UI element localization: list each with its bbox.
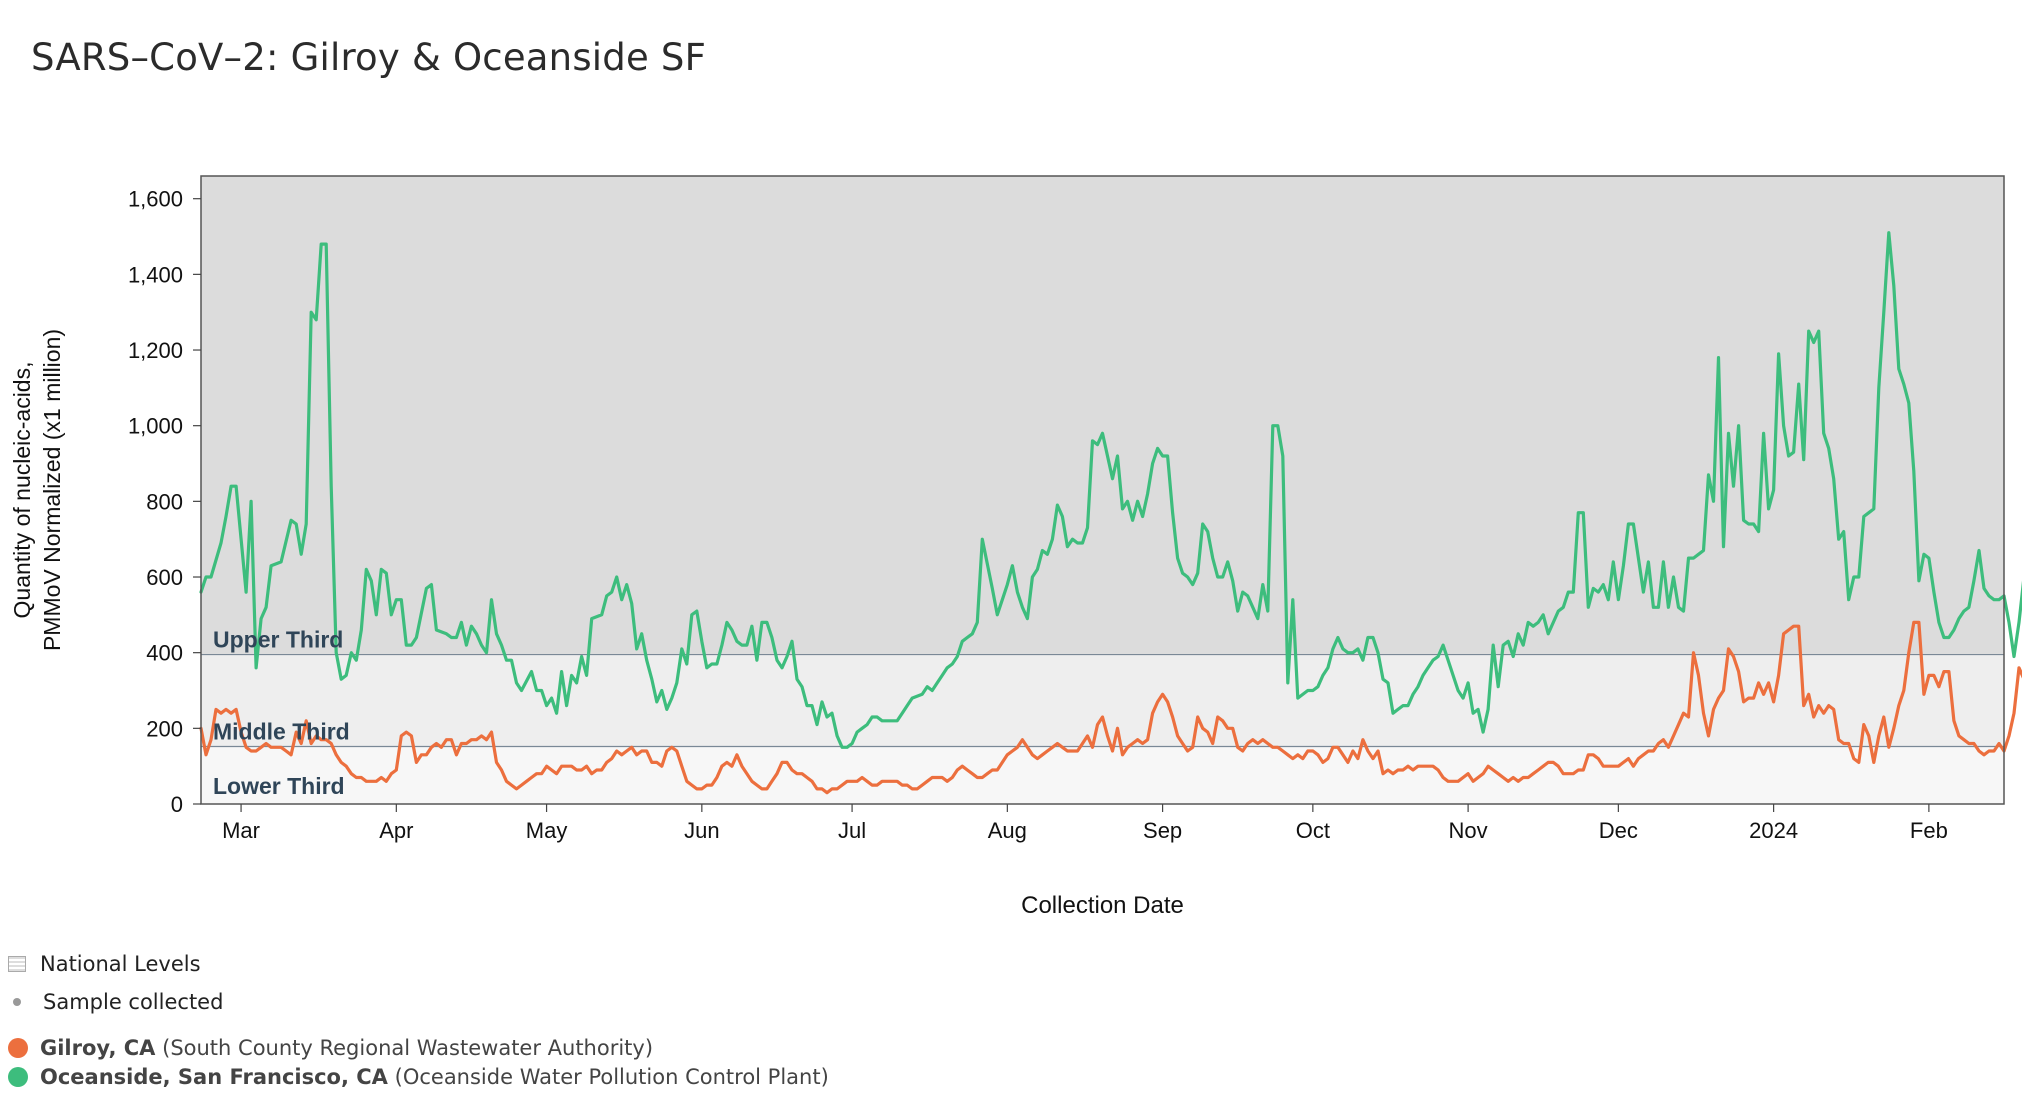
series-lines <box>199 231 2022 795</box>
chart-title: SARS–CoV–2: Gilroy & Oceanside SF <box>31 36 707 79</box>
grid-icon <box>8 956 26 972</box>
y-tick-label: 0 <box>171 792 183 817</box>
legend-national-levels[interactable]: National Levels <box>8 952 201 976</box>
y-axis-label-line: Quantity of nucleic-acids, <box>9 362 35 619</box>
band-label: Lower Third <box>213 773 345 799</box>
plot-frame <box>200 175 2005 805</box>
y-axis-label: Quantity of nucleic-acids, PMMoV Normaliz… <box>9 329 65 651</box>
x-tick-label: May <box>526 818 568 843</box>
legend-sample-collected-label: Sample collected <box>43 990 224 1014</box>
gilroy-color-icon <box>8 1038 28 1058</box>
band-middle-third <box>201 654 2004 747</box>
x-tick-label: Apr <box>379 818 413 843</box>
x-tick-label: Jun <box>684 818 719 843</box>
x-tick-label: Jul <box>838 818 866 843</box>
legend-site-desc: (Oceanside Water Pollution Control Plant… <box>394 1065 829 1089</box>
y-tick-label: 200 <box>146 716 183 741</box>
axis-labels: Collection Date Quantity of nucleic-acids… <box>9 329 1184 919</box>
y-tick-label: 800 <box>146 489 183 514</box>
series-line-gilroy[interactable] <box>199 558 2022 795</box>
y-axis-label-line: PMMoV Normalized (x1 million) <box>39 329 65 651</box>
series-line-oceanside[interactable] <box>199 231 2022 749</box>
x-tick-label: Sep <box>1143 818 1182 843</box>
x-tick-label: Oct <box>1296 818 1330 843</box>
x-axis: Mar Apr May Jun Jul Aug Sep Oct Nov Dec 2024 Feb <box>222 804 1948 843</box>
x-tick-label: Nov <box>1449 818 1488 843</box>
y-tick-label: 600 <box>146 565 183 590</box>
legend-site-gilroy[interactable]: Gilroy, CA (South County Regional Wastew… <box>8 1036 653 1060</box>
x-axis-label: Collection Date <box>1021 892 1184 919</box>
line-chart[interactable]: 0 200 400 600 800 1,000 1,200 1,400 1,600 Mar Apr… <box>0 0 2022 940</box>
legend-national-levels-label: National Levels <box>40 952 201 976</box>
national-level-bands <box>201 176 2004 804</box>
band-upper-third <box>201 176 2004 655</box>
band-labels: Upper Third Middle Third Lower Third <box>213 627 350 799</box>
legend-site-name: Gilroy, CA <box>40 1036 156 1060</box>
band-label: Middle Third <box>213 718 350 744</box>
x-tick-label: Mar <box>222 818 260 843</box>
legend-site-oceanside[interactable]: Oceanside, San Francisco, CA (Oceanside … <box>8 1065 829 1089</box>
x-tick-label: 2024 <box>1749 818 1798 843</box>
legend-sample-collected[interactable]: Sample collected <box>8 990 223 1014</box>
y-tick-label: 1,400 <box>128 262 183 287</box>
band-boundaries <box>201 653 2004 748</box>
legend-site-name: Oceanside, San Francisco, CA <box>40 1065 388 1089</box>
oceanside-color-icon <box>8 1067 28 1087</box>
y-tick-label: 1,000 <box>128 414 183 439</box>
x-tick-label: Feb <box>1910 818 1948 843</box>
y-axis: 0 200 400 600 800 1,000 1,200 1,400 1,600 <box>128 187 201 817</box>
dot-icon <box>13 998 21 1006</box>
x-tick-label: Aug <box>988 818 1027 843</box>
y-tick-label: 1,600 <box>128 187 183 212</box>
x-tick-label: Dec <box>1599 818 1638 843</box>
legend-site-desc: (South County Regional Wastewater Author… <box>162 1036 654 1060</box>
y-tick-label: 1,200 <box>128 338 183 363</box>
y-tick-label: 400 <box>146 641 183 666</box>
band-lower-third <box>201 746 2004 804</box>
band-label: Upper Third <box>213 627 343 653</box>
